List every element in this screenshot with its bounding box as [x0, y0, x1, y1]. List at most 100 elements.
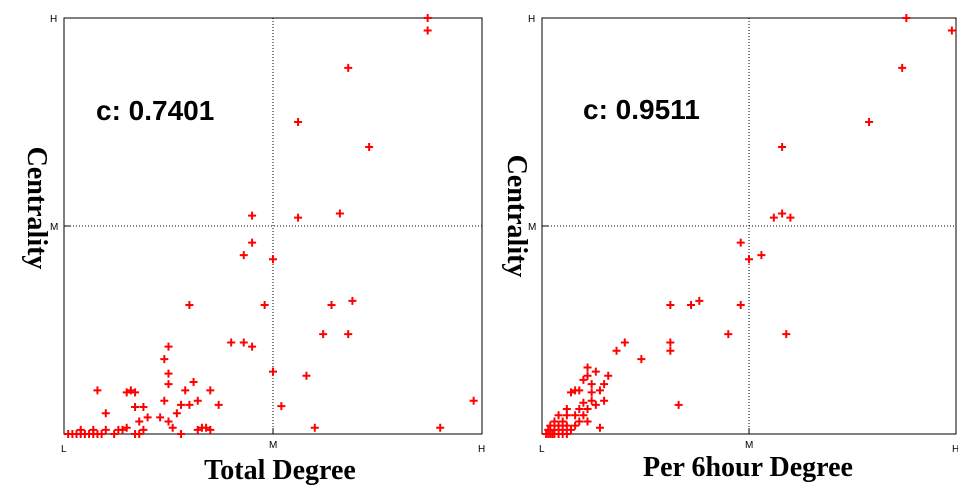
data-point-right-64 [898, 63, 907, 72]
data-point-left-40 [93, 386, 102, 395]
data-point-left-44 [181, 386, 190, 395]
data-point-right-13 [554, 421, 563, 430]
data-point-left-71 [294, 118, 303, 126]
data-point-right-51 [695, 296, 704, 305]
data-point-right-18 [575, 417, 584, 426]
data-point-right-62 [778, 142, 787, 151]
y-axis-label-left: Centrality [21, 147, 52, 270]
data-point-left-26 [436, 423, 445, 432]
data-point-right-44 [612, 346, 621, 355]
data-point-left-58 [327, 301, 336, 310]
data-point-left-28 [135, 417, 144, 426]
data-point-left-30 [156, 413, 165, 422]
data-point-left-73 [423, 26, 432, 35]
data-point-right-25 [562, 405, 571, 414]
data-point-left-50 [164, 342, 173, 351]
data-point-right-46 [637, 355, 646, 364]
data-point-left-63 [269, 367, 277, 376]
data-point-right-47 [666, 346, 675, 355]
data-point-left-25 [310, 423, 319, 432]
data-point-left-9 [110, 430, 119, 438]
data-point-left-37 [193, 396, 202, 405]
data-point-left-19 [122, 423, 131, 432]
data-point-left-8 [97, 430, 106, 438]
data-point-left-46 [164, 380, 173, 389]
y-tick-label-h-left: H [50, 14, 57, 25]
data-point-left-61 [185, 301, 194, 310]
data-point-right-7 [562, 430, 571, 438]
y-axis-label-right: Centrality [501, 155, 532, 278]
data-point-right-9 [550, 425, 559, 434]
data-point-left-53 [469, 396, 478, 405]
data-point-right-40 [583, 371, 592, 380]
data-point-right-38 [587, 380, 596, 389]
data-point-left-17 [118, 425, 127, 434]
data-point-left-31 [164, 417, 173, 426]
x-axis-label-right: Per 6hour Degree [643, 452, 853, 483]
data-point-right-42 [583, 363, 592, 372]
data-point-left-34 [185, 400, 194, 409]
data-point-right-49 [666, 301, 675, 310]
data-point-right-26 [575, 405, 584, 414]
data-point-right-21 [554, 411, 563, 420]
data-point-right-28 [591, 400, 600, 409]
data-point-left-39 [139, 402, 148, 411]
data-point-left-52 [277, 402, 286, 411]
data-point-left-64 [269, 255, 277, 264]
data-point-left-47 [189, 378, 198, 386]
data-point-left-36 [160, 396, 169, 405]
data-point-left-68 [294, 213, 303, 222]
data-point-left-48 [164, 369, 173, 378]
data-point-left-33 [177, 400, 186, 409]
data-point-left-15 [101, 425, 110, 434]
data-point-left-70 [365, 142, 374, 151]
data-point-right-54 [736, 301, 745, 310]
x-tick-label-h-right: H [952, 444, 958, 455]
data-point-left-23 [202, 423, 211, 432]
data-point-right-29 [579, 398, 588, 407]
data-point-right-34 [575, 386, 584, 395]
data-point-right-59 [769, 213, 778, 222]
data-point-left-20 [168, 423, 177, 432]
data-point-left-24 [206, 425, 215, 434]
x-tick-label-l-left: L [61, 444, 67, 455]
data-point-left-57 [319, 330, 328, 339]
data-point-left-59 [344, 330, 353, 339]
data-point-left-14 [89, 425, 98, 434]
data-point-right-15 [571, 421, 580, 430]
data-point-right-66 [947, 26, 956, 35]
data-point-left-13 [76, 425, 85, 434]
data-point-right-12 [546, 421, 555, 430]
data-point-right-48 [666, 338, 675, 347]
data-point-left-12 [177, 430, 186, 438]
data-point-right-11 [566, 425, 575, 434]
correlation-annotation-right: c: 0.9511 [583, 94, 700, 125]
x-axis-label-left: Total Degree [204, 455, 356, 486]
y-tick-label-m-left: M [50, 222, 58, 233]
x-tick-label-h-left: H [478, 444, 485, 455]
x-tick-label-m-right: M [745, 440, 753, 451]
data-point-left-38 [131, 402, 140, 411]
y-tick-label-m-right: M [528, 222, 536, 233]
data-point-right-14 [562, 421, 571, 430]
x-tick-label-l-right: L [539, 444, 545, 455]
data-point-left-51 [302, 371, 311, 380]
data-point-right-19 [583, 417, 592, 426]
data-point-left-21 [193, 425, 202, 434]
data-point-right-61 [786, 213, 795, 222]
data-point-right-20 [595, 423, 604, 432]
data-point-left-32 [172, 409, 181, 418]
data-point-left-72 [344, 63, 353, 72]
data-point-left-54 [227, 338, 236, 347]
data-point-right-30 [587, 396, 596, 405]
data-point-left-69 [335, 209, 344, 218]
data-point-left-45 [206, 386, 215, 395]
data-point-right-53 [674, 400, 683, 409]
data-point-right-31 [600, 396, 609, 405]
data-point-right-57 [757, 251, 766, 260]
data-point-right-58 [782, 330, 791, 339]
data-point-left-42 [126, 386, 135, 395]
data-point-left-66 [248, 238, 257, 247]
correlation-annotation-left: c: 0.7401 [96, 95, 214, 126]
data-point-right-23 [571, 411, 580, 420]
